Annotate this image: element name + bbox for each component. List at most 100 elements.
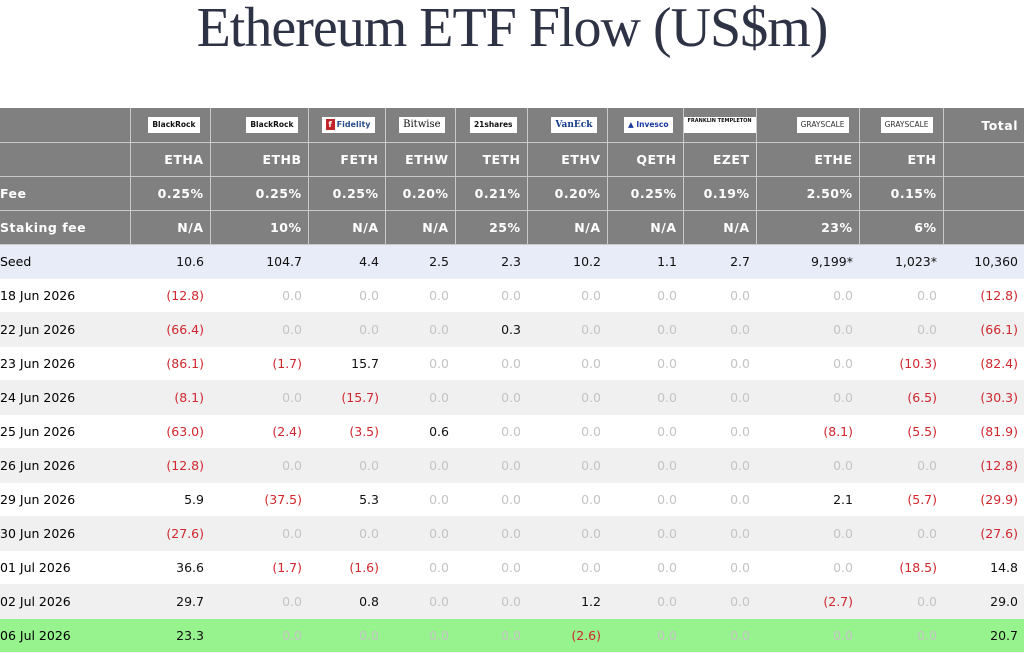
- flow-cell: 0.0: [455, 618, 527, 653]
- fee-cell: 0.15%: [859, 176, 944, 211]
- flow-cell: 0.0: [385, 380, 455, 415]
- flow-cell: (12.8): [130, 448, 210, 483]
- flow-cell: (8.1): [756, 414, 859, 449]
- flow-cell: (5.7): [859, 482, 943, 517]
- flow-cell: 0.0: [683, 448, 756, 483]
- flow-cell: 0.0: [859, 584, 943, 619]
- flow-cell: 0.0: [607, 550, 683, 585]
- flow-cell: (10.3): [859, 346, 943, 381]
- table-row: 29 Jun 2026 5.9 (37.5) 5.3 0.0 0.0 0.0 0.0 0.0 2.…: [0, 482, 1024, 517]
- flow-cell: 4.4: [308, 244, 385, 279]
- flow-cell: 0.0: [756, 550, 859, 585]
- flow-cell: 9,199*: [756, 244, 859, 279]
- fee-cell: 0.25%: [607, 176, 684, 211]
- flow-cell: 0.0: [527, 346, 607, 381]
- flow-cell: (1.7): [210, 550, 308, 585]
- etf-flow-table: BlackRock BlackRock f Fidelity Bitwise 21…: [0, 108, 1024, 653]
- flow-cell: 29.7: [130, 584, 210, 619]
- fee-cell: 0.25%: [210, 176, 309, 211]
- flow-cell: 0.0: [756, 278, 859, 313]
- flow-cell: 0.0: [308, 516, 385, 551]
- table-row: 30 Jun 2026 (27.6) 0.0 0.0 0.0 0.0 0.0 0.0 0.0 0.…: [0, 516, 1024, 551]
- flow-cell: 0.0: [385, 584, 455, 619]
- flow-table-body: Seed 10.6 104.7 4.4 2.5 2.3 10.2 1.1 2.7 9,199* 1,…: [0, 244, 1024, 653]
- flow-cell: 0.0: [385, 516, 455, 551]
- flow-cell: 0.0: [455, 550, 527, 585]
- fee-cell: 0.25%: [308, 176, 386, 211]
- flow-cell: 0.0: [683, 482, 756, 517]
- ticker-cell: TETH: [455, 142, 528, 177]
- flow-cell: 23.3: [130, 618, 210, 653]
- invesco-logo-text: Invesco: [636, 120, 669, 130]
- ticker-cell: ETHB: [210, 142, 309, 177]
- flow-cell: 0.0: [683, 618, 756, 653]
- flow-cell: 0.0: [607, 380, 683, 415]
- total-cell: 20.7: [943, 618, 1024, 653]
- table-row: 24 Jun 2026 (8.1) 0.0 (15.7) 0.0 0.0 0.0 0.0 0.0…: [0, 380, 1024, 415]
- flow-cell: 0.0: [308, 618, 385, 653]
- flow-cell: 15.7: [308, 346, 385, 381]
- ticker-cell: ETH: [859, 142, 944, 177]
- staking-fee-cell: N/A: [308, 210, 386, 245]
- flow-cell: 2.7: [683, 244, 756, 279]
- total-cell: (29.9): [943, 482, 1024, 517]
- staking-fee-cell: N/A: [607, 210, 684, 245]
- date-cell: 18 Jun 2026: [0, 278, 130, 313]
- issuer-logo: BlackRock: [210, 108, 309, 143]
- staking-fee-cell: N/A: [385, 210, 456, 245]
- flow-cell: 0.0: [527, 312, 607, 347]
- total-cell: (82.4): [943, 346, 1024, 381]
- seed-row: Seed 10.6 104.7 4.4 2.5 2.3 10.2 1.1 2.7 9,199* 1,…: [0, 244, 1024, 279]
- ticker-cell: EZET: [683, 142, 757, 177]
- flow-cell: 0.0: [683, 584, 756, 619]
- invesco-logo: ▲ Invesco: [623, 117, 673, 134]
- grayscale-logo: GRAYSCALE: [796, 117, 849, 134]
- flow-cell: 0.0: [385, 278, 455, 313]
- total-cell: (30.3): [943, 380, 1024, 415]
- issuer-logo: FRANKLIN TEMPLETON: [683, 108, 757, 143]
- staking-fee-cell: N/A: [130, 210, 211, 245]
- flow-cell: 0.0: [859, 618, 943, 653]
- flow-cell: 0.0: [527, 380, 607, 415]
- flow-cell: (18.5): [859, 550, 943, 585]
- flow-cell: (37.5): [210, 482, 308, 517]
- total-cell: 14.8: [943, 550, 1024, 585]
- corner-cell: [0, 108, 131, 143]
- franklin-templeton-logo: FRANKLIN TEMPLETON: [683, 117, 755, 134]
- flow-cell: 0.0: [455, 278, 527, 313]
- flow-cell: 0.0: [210, 516, 308, 551]
- flow-cell: 0.0: [607, 516, 683, 551]
- flow-cell: 0.0: [455, 584, 527, 619]
- ticker-row: ETHA ETHB FETH ETHW TETH ETHV QETH EZET ETHE ETH: [0, 142, 1024, 177]
- bitwise-logo: Bitwise: [399, 117, 445, 134]
- flow-cell: 1.1: [607, 244, 683, 279]
- fee-cell: 0.20%: [385, 176, 456, 211]
- logo-header-row: BlackRock BlackRock f Fidelity Bitwise 21…: [0, 108, 1024, 143]
- table-row: 02 Jul 2026 29.7 0.0 0.8 0.0 0.0 1.2 0.0 0.0 (2.7…: [0, 584, 1024, 619]
- table-row: 26 Jun 2026 (12.8) 0.0 0.0 0.0 0.0 0.0 0.0 0.0 0.…: [0, 448, 1024, 483]
- fee-cell: 0.25%: [130, 176, 211, 211]
- date-cell: 22 Jun 2026: [0, 312, 130, 347]
- flow-cell: (27.6): [130, 516, 210, 551]
- flow-cell: 0.0: [756, 380, 859, 415]
- flow-cell: (12.8): [130, 278, 210, 313]
- page-title: Ethereum ETF Flow (US$m): [196, 0, 829, 59]
- date-cell: 24 Jun 2026: [0, 380, 130, 415]
- flow-cell: (1.7): [210, 346, 308, 381]
- flow-cell: 0.0: [210, 312, 308, 347]
- flow-cell: (1.6): [308, 550, 385, 585]
- flow-cell: (66.4): [130, 312, 210, 347]
- table-row: 23 Jun 2026 (86.1) (1.7) 15.7 0.0 0.0 0.0 0.0 0.…: [0, 346, 1024, 381]
- date-cell: 01 Jul 2026: [0, 550, 130, 585]
- total-header: Total: [943, 108, 1024, 143]
- flow-cell: (2.7): [756, 584, 859, 619]
- flow-cell: 0.0: [607, 414, 683, 449]
- staking-fee-cell: N/A: [683, 210, 757, 245]
- flow-cell: 0.0: [455, 482, 527, 517]
- flow-cell: 0.0: [756, 448, 859, 483]
- flow-cell: 0.0: [607, 278, 683, 313]
- flow-cell: 0.0: [683, 346, 756, 381]
- grayscale-logo: GRAYSCALE: [880, 117, 933, 134]
- table-row: 06 Jul 2026 23.3 0.0 0.0 0.0 0.0 (2.6) 0.0 0.0 0.…: [0, 618, 1024, 653]
- flow-cell: 0.0: [527, 516, 607, 551]
